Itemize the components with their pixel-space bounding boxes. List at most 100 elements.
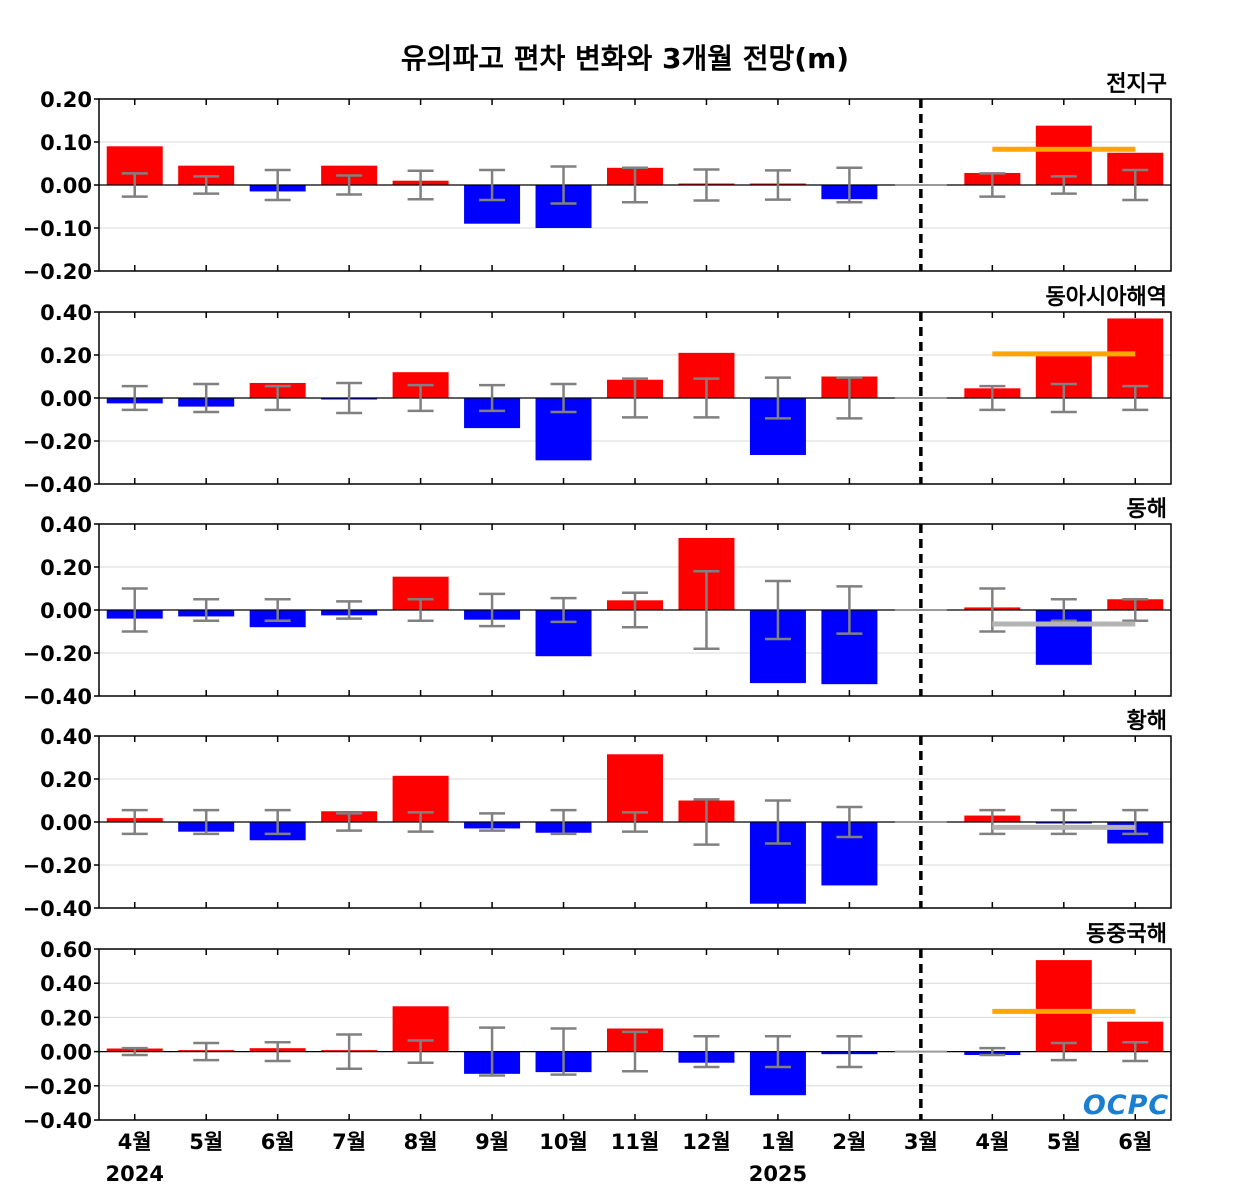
y-tick-label: −0.40 — [23, 685, 92, 709]
panel: 0.40 0.20 0.00 −0.20 −0.40 황해 — [23, 709, 1172, 921]
error-bar — [193, 808, 220, 836]
chart-title: 유의파고 편차 변화와 3개월 전망(m) — [401, 42, 849, 75]
bar — [1107, 318, 1164, 398]
y-tick-label: −0.10 — [23, 217, 92, 241]
error-bar — [836, 585, 863, 635]
panel: 0.40 0.20 0.00 −0.20 −0.40 동해 — [23, 497, 1172, 709]
y-tick-label: −0.20 — [23, 854, 92, 878]
error-bar — [1050, 175, 1077, 195]
ocpc-logo-text: OCPC — [1083, 1090, 1169, 1121]
error-bar — [264, 384, 291, 412]
x-axis: 4월 5월 6월 7월 8월 9월 10월 11월 12월 1월 2월 3월 4월 5월 6월 2024 202… — [106, 1130, 1153, 1186]
error-bar — [693, 168, 720, 202]
error-bar — [1050, 1041, 1077, 1062]
error-bar — [479, 1026, 506, 1077]
x-tick-label: 8월 — [404, 1130, 438, 1154]
error-bar — [193, 175, 220, 195]
error-bar — [479, 168, 506, 202]
y-tick-label: 0.40 — [40, 725, 92, 749]
y-tick-label: 0.20 — [40, 344, 92, 368]
x-tick-label: 12월 — [682, 1130, 731, 1154]
error-bar — [1122, 384, 1149, 412]
y-tick-label: −0.20 — [23, 642, 92, 666]
error-bar — [693, 570, 720, 650]
error-bar — [693, 798, 720, 846]
x-tick-label: 2월 — [832, 1130, 866, 1154]
error-bar — [264, 1040, 291, 1063]
error-bar — [764, 579, 791, 641]
error-bar — [264, 598, 291, 622]
error-bar — [1122, 808, 1149, 836]
panel-region-label: 동아시아해역 — [1046, 285, 1167, 310]
error-bar — [764, 376, 791, 420]
bar — [1035, 960, 1092, 1052]
x-tick-label: 6월 — [261, 1130, 295, 1154]
panel-frame — [98, 311, 1172, 485]
y-tick-label: 0.40 — [40, 972, 92, 996]
error-bar — [836, 166, 863, 204]
y-tick-label: 0.40 — [40, 513, 92, 537]
x-tick-label: 7월 — [332, 1130, 366, 1154]
bar — [1035, 125, 1092, 185]
error-bar — [979, 384, 1006, 412]
error-bar — [979, 172, 1006, 198]
error-bar — [407, 1039, 434, 1064]
panel: 0.60 0.40 0.20 0.00 −0.20 −0.40 동중국해 — [23, 922, 1172, 1133]
error-bar — [550, 382, 577, 414]
panel-region-label: 동중국해 — [1086, 922, 1167, 947]
y-tick-label: 0.10 — [40, 131, 92, 155]
year-label: 2024 — [106, 1162, 164, 1186]
error-bar — [336, 1033, 363, 1070]
panels-group: 0.20 0.10 0.00 −0.10 −0.20 전지구 0.40 0.20 0.00 −0.… — [23, 72, 1172, 1133]
error-bar — [193, 382, 220, 414]
error-bar — [764, 1034, 791, 1069]
error-bar — [622, 377, 648, 419]
error-bar — [550, 1027, 577, 1076]
error-bar — [121, 172, 148, 198]
error-bar — [479, 812, 506, 832]
error-bar — [264, 168, 291, 202]
y-tick-label: 0.00 — [40, 599, 92, 623]
y-tick-label: −0.20 — [23, 1075, 92, 1099]
y-tick-label: 0.20 — [40, 88, 92, 112]
error-bar — [764, 169, 791, 201]
error-bar — [121, 808, 148, 836]
error-bar — [622, 166, 648, 204]
y-tick-label: 0.00 — [40, 1041, 92, 1065]
y-tick-label: 0.00 — [40, 811, 92, 835]
error-bar — [1122, 598, 1149, 622]
error-bar — [407, 811, 434, 833]
error-bar — [622, 591, 648, 629]
y-tick-label: −0.40 — [23, 473, 92, 497]
y-tick-label: 0.20 — [40, 556, 92, 580]
y-tick-label: −0.40 — [23, 1109, 92, 1133]
error-bar — [264, 808, 291, 836]
error-bar — [336, 812, 363, 832]
y-tick-label: 0.00 — [40, 174, 92, 198]
error-bar — [622, 1030, 648, 1073]
x-tick-label: 4월 — [118, 1130, 152, 1154]
x-tick-label: 11월 — [611, 1130, 660, 1154]
x-tick-label: 5월 — [1047, 1130, 1081, 1154]
error-bar — [550, 165, 577, 205]
error-bar — [836, 1034, 863, 1069]
y-tick-label: 0.00 — [40, 387, 92, 411]
panel-region-label: 전지구 — [1106, 72, 1167, 97]
x-tick-label: 6월 — [1118, 1130, 1152, 1154]
error-bar — [836, 376, 863, 420]
error-bar — [550, 596, 577, 624]
x-tick-label: 10월 — [539, 1130, 588, 1154]
error-bar — [121, 587, 148, 633]
error-bar — [764, 799, 791, 845]
year-label: 2025 — [749, 1162, 807, 1186]
error-bar — [1122, 1040, 1149, 1063]
panel-region-label: 황해 — [1127, 709, 1167, 734]
panel-frame — [98, 735, 1172, 909]
panel: 0.20 0.10 0.00 −0.10 −0.20 전지구 — [23, 72, 1172, 284]
panel-frame — [98, 948, 1172, 1121]
error-bar — [1050, 598, 1077, 622]
y-tick-label: −0.20 — [23, 260, 92, 284]
error-bar — [550, 808, 577, 836]
error-bar — [336, 381, 363, 415]
